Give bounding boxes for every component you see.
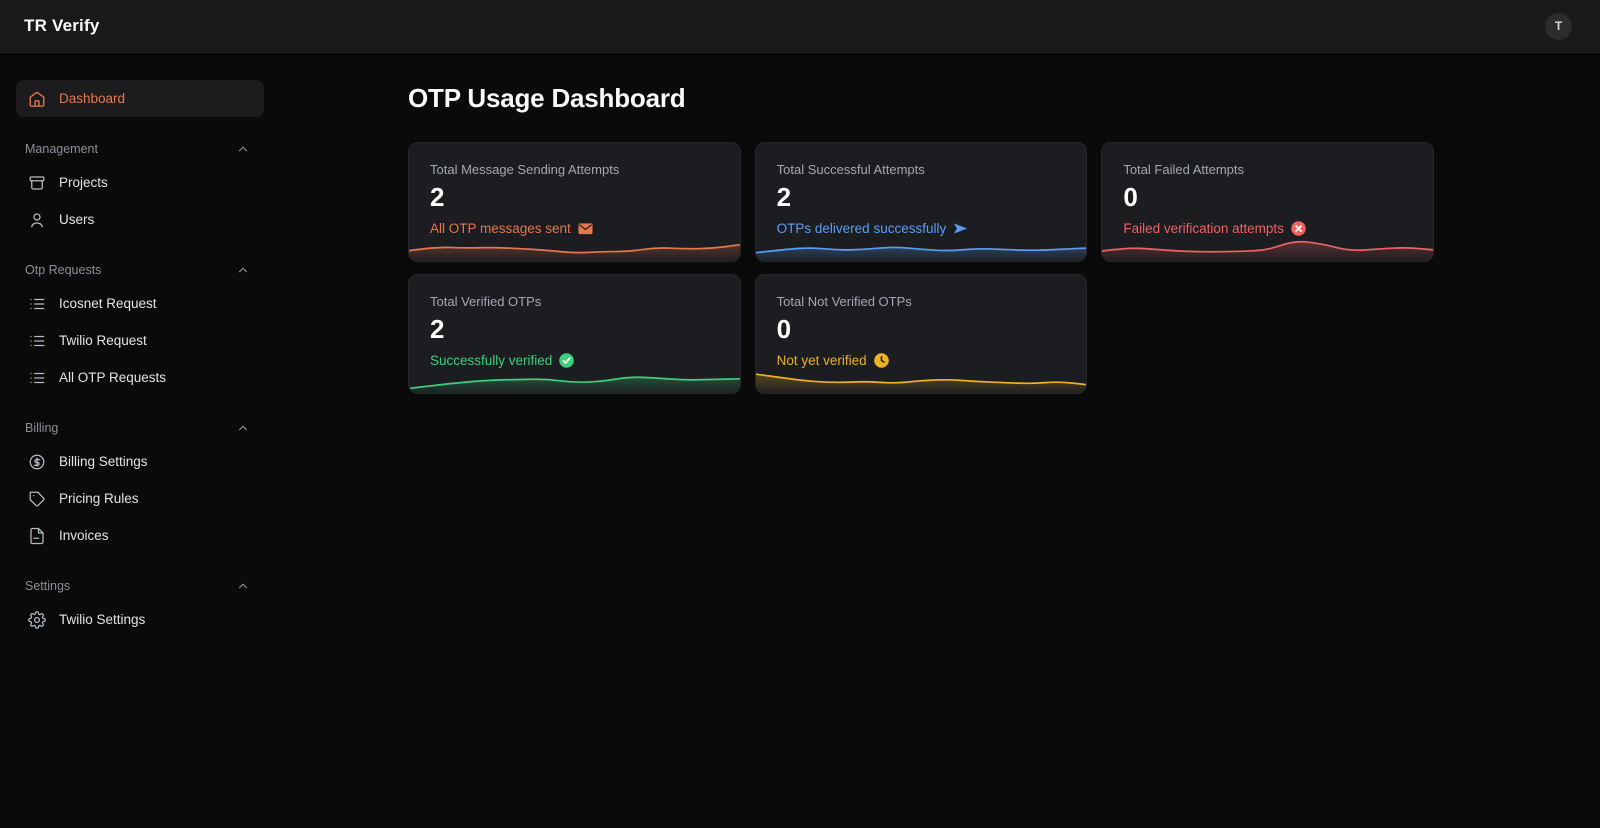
card-label: Total Successful Attempts bbox=[776, 162, 925, 177]
section-label: Billing bbox=[25, 421, 59, 435]
sidebar-item-label: Dashboard bbox=[59, 91, 126, 106]
user-icon bbox=[31, 212, 43, 227]
card-total-successful-attempts: Total Successful Attempts 2 OTPs deliver… bbox=[754, 142, 1088, 262]
sparkline-chart bbox=[755, 234, 1087, 261]
card-label: Total Not Verified OTPs bbox=[776, 294, 912, 309]
sidebar-item-projects[interactable]: Projects bbox=[16, 164, 264, 201]
sidebar-item-twilio-request[interactable]: Twilio Request bbox=[16, 322, 264, 359]
sidebar-item-label: Invoices bbox=[59, 528, 109, 543]
home-icon bbox=[29, 91, 45, 107]
card-total-failed-attempts: Total Failed Attempts 0 Failed verificat… bbox=[1101, 142, 1434, 262]
sidebar-item-label: Pricing Rules bbox=[59, 491, 139, 506]
card-caption: Not yet verified bbox=[777, 353, 1066, 368]
clock-icon bbox=[873, 352, 889, 368]
list-icon bbox=[30, 298, 45, 309]
page-title: OTP Usage Dashboard bbox=[408, 83, 686, 113]
section-label: Settings bbox=[25, 579, 71, 593]
tag-icon bbox=[29, 491, 45, 507]
sparkline-chart bbox=[409, 234, 740, 261]
card-caption: All OTP messages sent bbox=[430, 221, 719, 236]
caption-text: All OTP messages sent bbox=[430, 220, 571, 236]
sidebar-item-twilio-settings[interactable]: Twilio Settings bbox=[16, 601, 264, 638]
sparkline-chart bbox=[1102, 234, 1433, 261]
sidebar-section-billing: Billing Billing Settings Pricing Rules I… bbox=[16, 421, 264, 554]
user-avatar[interactable]: T bbox=[1545, 12, 1572, 40]
topbar: TR Verify T bbox=[0, 0, 1600, 53]
caption-text: Not yet verified bbox=[776, 352, 867, 368]
card-label: Total Failed Attempts bbox=[1123, 162, 1244, 177]
sidebar-item-icosnet-request[interactable]: Icosnet Request bbox=[16, 285, 264, 322]
caption-text: OTPs delivered successfully bbox=[776, 220, 947, 236]
sidebar-item-label: Billing Settings bbox=[59, 454, 148, 469]
card-caption: OTPs delivered successfully bbox=[777, 221, 1066, 236]
app-title: TR Verify bbox=[24, 16, 100, 35]
sparkline-chart bbox=[409, 366, 740, 393]
card-label: Total Message Sending Attempts bbox=[430, 162, 620, 177]
list-icon bbox=[30, 335, 45, 346]
card-caption: Failed verification attempts bbox=[1123, 221, 1412, 236]
envelope-icon bbox=[578, 222, 593, 234]
circle-check-icon bbox=[559, 352, 575, 368]
card-value: 0 bbox=[776, 314, 792, 344]
card-total-message-sending-attempts: Total Message Sending Attempts 2 All OTP… bbox=[408, 142, 741, 262]
list-icon bbox=[30, 372, 45, 383]
card-value: 2 bbox=[430, 182, 445, 212]
gear-icon bbox=[28, 610, 46, 629]
section-label: Management bbox=[25, 142, 98, 156]
sidebar-section-otp-requests: Otp Requests Icosnet Request Twilio Requ… bbox=[16, 263, 264, 396]
chevron-up-icon bbox=[238, 425, 248, 431]
card-total-not-verified-otps: Total Not Verified OTPs 0 Not yet verifi… bbox=[754, 274, 1088, 394]
caption-text: Successfully verified bbox=[430, 352, 553, 368]
dollar-circle-icon bbox=[29, 454, 45, 469]
sidebar-item-label: Twilio Settings bbox=[59, 612, 146, 627]
sidebar-section-settings: Settings Twilio Settings bbox=[16, 579, 264, 638]
sidebar-item-billing-settings[interactable]: Billing Settings bbox=[16, 443, 264, 480]
stats-card-grid: Total Message Sending Attempts 2 All OTP… bbox=[408, 142, 1434, 394]
chevron-up-icon bbox=[238, 146, 248, 152]
sidebar-item-label: Projects bbox=[59, 175, 108, 190]
section-header-settings[interactable]: Settings bbox=[16, 579, 264, 601]
section-header-management[interactable]: Management bbox=[16, 142, 264, 164]
card-label: Total Verified OTPs bbox=[430, 294, 542, 309]
caption-text: Failed verification attempts bbox=[1123, 220, 1284, 236]
card-value: 2 bbox=[430, 314, 445, 344]
card-value: 2 bbox=[776, 182, 792, 212]
sidebar-item-all-otp-requests[interactable]: All OTP Requests bbox=[16, 359, 264, 396]
card-total-verified-otps: Total Verified OTPs 2 Successfully verif… bbox=[408, 274, 741, 394]
card-value: 0 bbox=[1123, 182, 1138, 212]
section-header-billing[interactable]: Billing bbox=[16, 421, 264, 443]
sidebar-item-dashboard[interactable]: Dashboard bbox=[16, 80, 264, 117]
circle-x-icon bbox=[1291, 220, 1306, 236]
section-header-otp-requests[interactable]: Otp Requests bbox=[16, 263, 264, 285]
sidebar: Dashboard Management Projects Users Otp … bbox=[0, 53, 280, 828]
send-icon bbox=[954, 222, 968, 234]
sidebar-item-label: Twilio Request bbox=[59, 333, 147, 348]
card-caption: Successfully verified bbox=[430, 353, 719, 368]
section-label: Otp Requests bbox=[25, 263, 102, 277]
sidebar-section-management: Management Projects Users bbox=[16, 142, 264, 238]
sidebar-item-users[interactable]: Users bbox=[16, 201, 264, 238]
invoice-icon bbox=[30, 527, 44, 544]
chevron-up-icon bbox=[238, 267, 248, 273]
sidebar-item-label: Icosnet Request bbox=[59, 296, 157, 311]
main-content: OTP Usage Dashboard Total Message Sendin… bbox=[280, 53, 1600, 828]
sidebar-item-invoices[interactable]: Invoices bbox=[16, 517, 264, 554]
chevron-up-icon bbox=[238, 583, 248, 589]
sidebar-item-label: All OTP Requests bbox=[59, 370, 167, 385]
sidebar-item-pricing-rules[interactable]: Pricing Rules bbox=[16, 480, 264, 517]
archive-icon bbox=[29, 175, 45, 190]
sidebar-item-label: Users bbox=[59, 212, 95, 227]
sparkline-chart bbox=[755, 366, 1087, 393]
